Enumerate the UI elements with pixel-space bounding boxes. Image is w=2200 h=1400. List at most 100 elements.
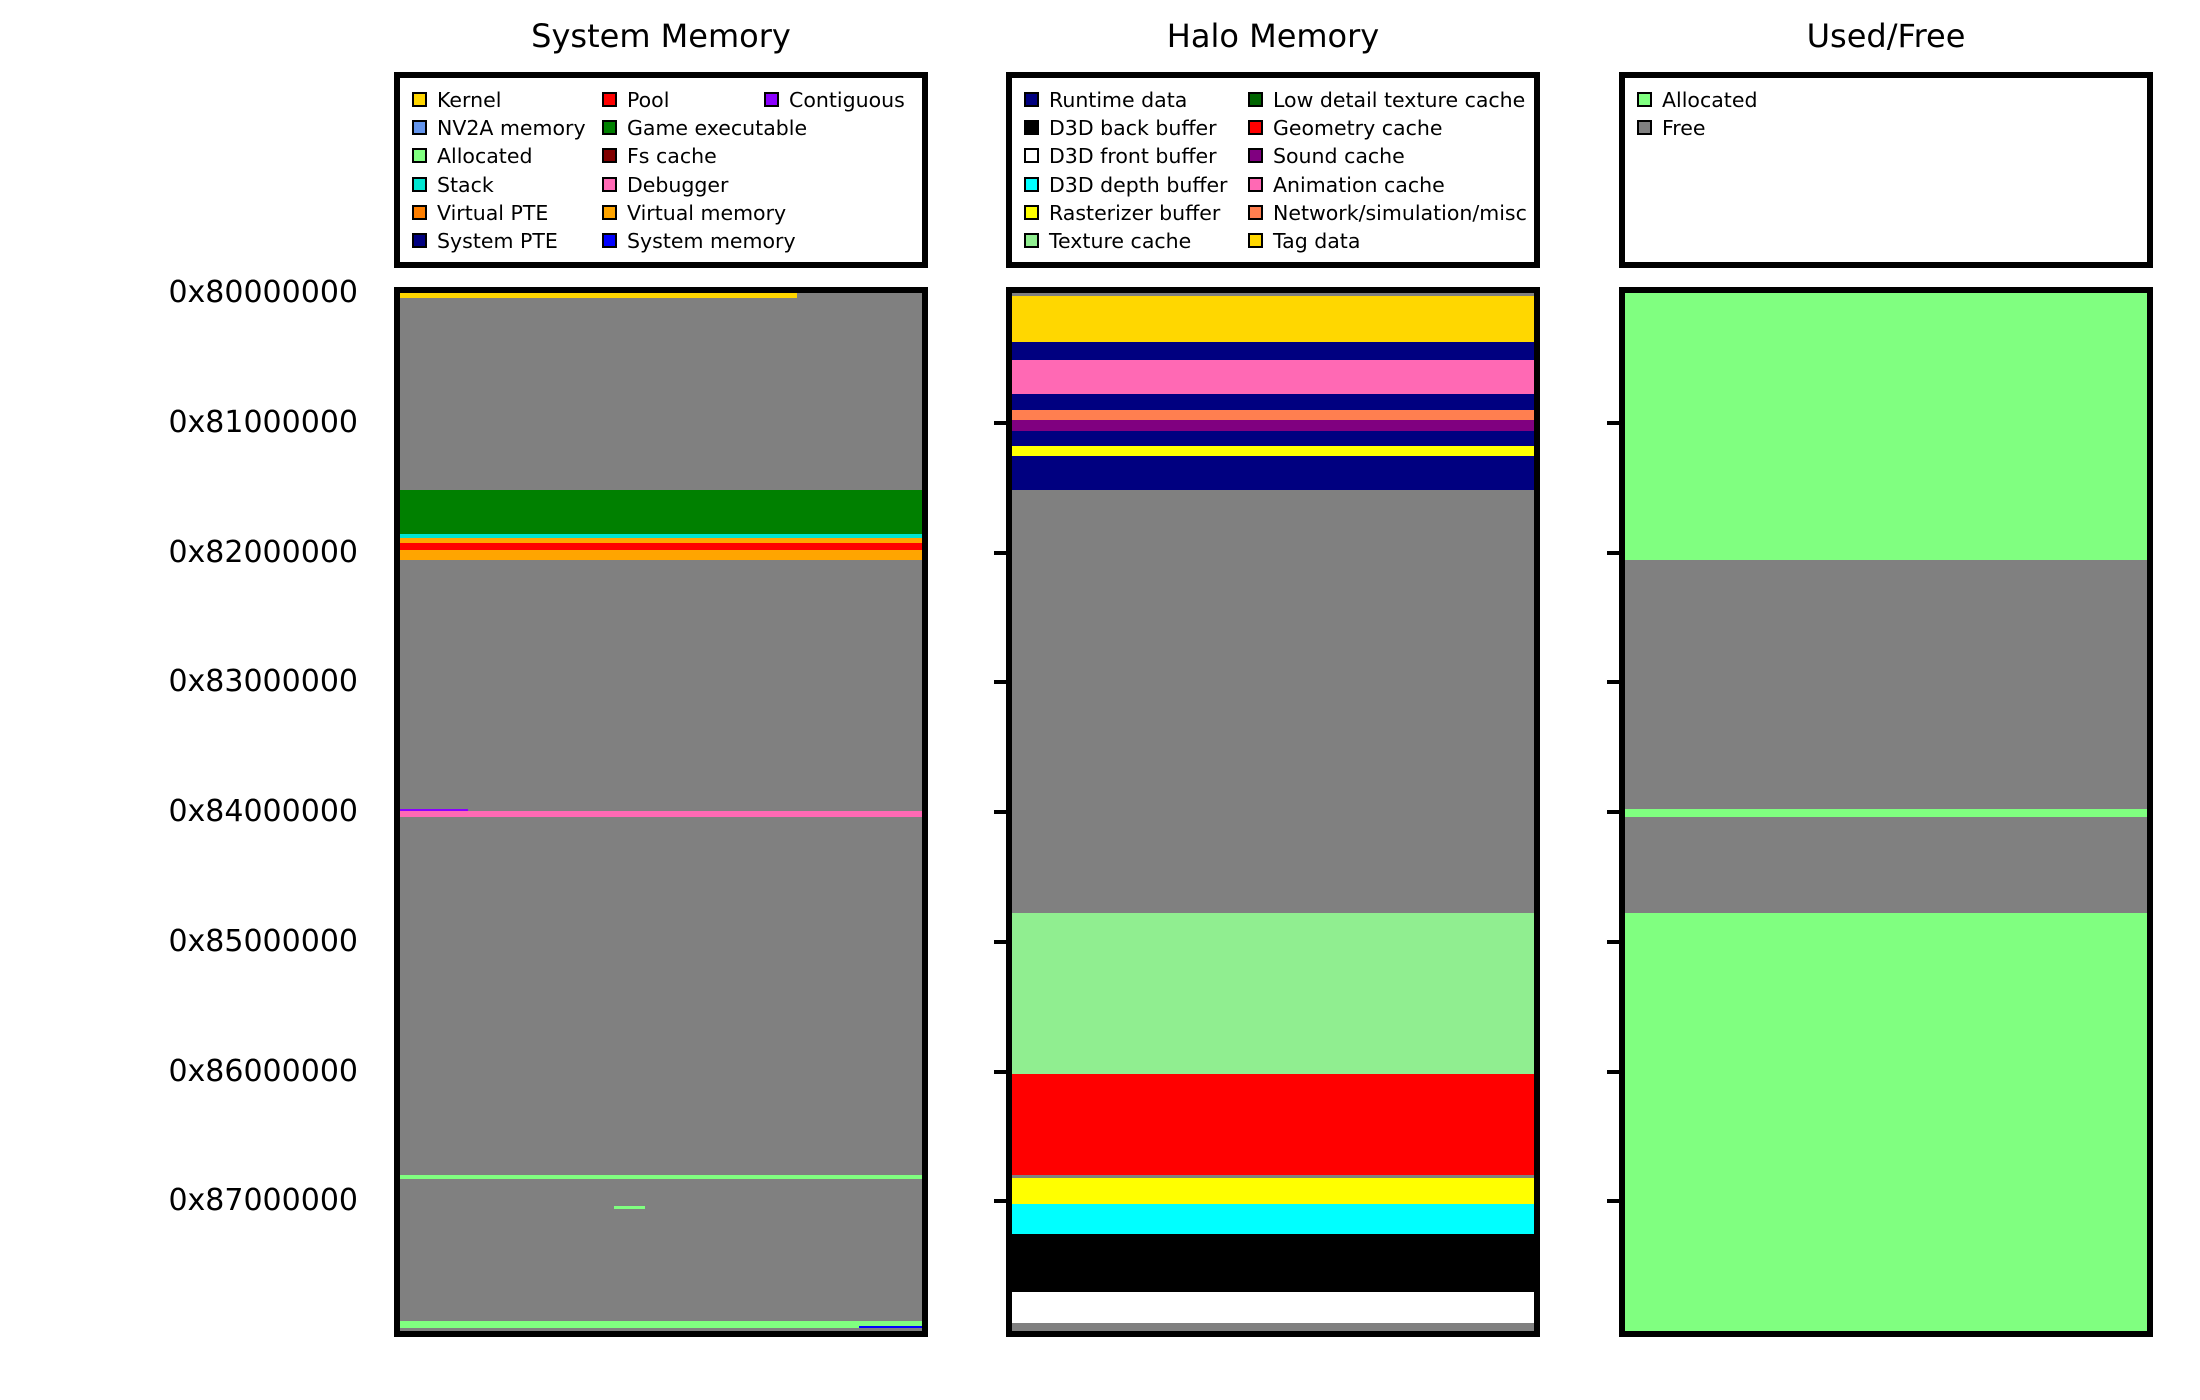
legend-swatch bbox=[1637, 120, 1652, 136]
y-tick-label: 0x82000000 bbox=[168, 534, 358, 570]
legend-swatch bbox=[412, 204, 427, 220]
legend-swatch bbox=[1024, 204, 1039, 220]
legend-label: D3D back buffer bbox=[1049, 116, 1217, 141]
memory-region bbox=[400, 293, 797, 298]
legend-label: Tag data bbox=[1273, 229, 1361, 253]
memory-region bbox=[1012, 913, 1534, 1075]
legend-item: Fs cache bbox=[602, 142, 717, 170]
legend-swatch bbox=[1024, 176, 1039, 192]
legend-item: Texture cache bbox=[1024, 227, 1191, 255]
y-tick bbox=[1607, 939, 1619, 944]
legend-label: Sound cache bbox=[1273, 144, 1405, 169]
legend-item: Allocated bbox=[1637, 86, 1757, 114]
memory-region bbox=[614, 1206, 646, 1210]
legend-swatch bbox=[412, 176, 427, 192]
y-tick bbox=[994, 550, 1006, 555]
legend-item: Pool bbox=[602, 86, 669, 114]
memory-region bbox=[1012, 446, 1534, 457]
y-tick bbox=[994, 680, 1006, 685]
y-tick bbox=[1607, 550, 1619, 555]
memory-region bbox=[1012, 409, 1534, 421]
legend-item: Low detail texture cache bbox=[1248, 86, 1525, 114]
memory-map-halo bbox=[1006, 287, 1540, 1337]
legend-label: Contiguous bbox=[789, 88, 905, 112]
memory-region bbox=[1012, 1177, 1534, 1204]
legend-swatch bbox=[602, 233, 617, 248]
legend-label: System PTE bbox=[437, 229, 558, 253]
y-tick-label: 0x86000000 bbox=[168, 1053, 358, 1089]
legend-swatch bbox=[1637, 92, 1652, 107]
legend-swatch bbox=[1024, 148, 1039, 164]
legend-item: Allocated bbox=[412, 142, 532, 170]
legend-item: System PTE bbox=[412, 227, 558, 255]
legend-label: Network/simulation/misc bbox=[1273, 200, 1527, 225]
y-tick-label: 0x83000000 bbox=[168, 664, 358, 700]
panel-title-system-memory: System Memory bbox=[531, 17, 791, 55]
legend-swatch bbox=[412, 120, 427, 136]
legend-item: Kernel bbox=[412, 86, 501, 114]
legend-swatch bbox=[1248, 120, 1263, 136]
memory-region bbox=[1012, 1203, 1534, 1234]
legend-swatch bbox=[1248, 233, 1263, 248]
memory-region bbox=[1012, 394, 1534, 410]
memory-region bbox=[400, 490, 922, 535]
memory-region bbox=[1012, 1292, 1534, 1324]
legend-label: NV2A memory bbox=[437, 116, 586, 141]
legend-item: Stack bbox=[412, 171, 494, 199]
legend-swatch bbox=[412, 148, 427, 164]
legend-label: Allocated bbox=[1662, 88, 1758, 112]
legend-item: Debugger bbox=[602, 171, 728, 199]
legend-swatch bbox=[1248, 148, 1263, 164]
legend-label: Animation cache bbox=[1273, 172, 1445, 197]
y-tick bbox=[1607, 1069, 1619, 1074]
legend-label: D3D depth buffer bbox=[1049, 172, 1228, 197]
legend-label: Geometry cache bbox=[1273, 116, 1443, 141]
y-tick bbox=[994, 810, 1006, 814]
memory-region bbox=[1012, 342, 1534, 361]
y-tick-label: 0x85000000 bbox=[168, 923, 358, 959]
legend-swatch bbox=[412, 233, 427, 248]
y-tick bbox=[994, 1069, 1006, 1074]
legend-swatch bbox=[764, 92, 779, 107]
memory-region bbox=[859, 1325, 922, 1329]
legend-item: Network/simulation/misc bbox=[1248, 199, 1527, 227]
legend-swatch bbox=[602, 92, 617, 107]
legend-label: Texture cache bbox=[1049, 229, 1192, 253]
y-tick bbox=[994, 420, 1006, 425]
legend-swatch bbox=[602, 148, 617, 164]
memory-map-used-free bbox=[1619, 287, 2153, 1337]
legend-item: Contiguous bbox=[764, 86, 905, 114]
legend-swatch bbox=[1248, 204, 1263, 220]
legend-label: System memory bbox=[627, 229, 796, 253]
legend-label: Rasterizer buffer bbox=[1049, 200, 1221, 225]
legend-label: Kernel bbox=[437, 88, 502, 112]
memory-region bbox=[1012, 456, 1534, 491]
legend-item: Virtual memory bbox=[602, 199, 786, 227]
legend-item: Game executable bbox=[602, 114, 807, 142]
memory-region bbox=[400, 810, 922, 818]
y-tick bbox=[1607, 420, 1619, 425]
memory-region bbox=[400, 534, 922, 539]
legend-swatch bbox=[602, 176, 617, 192]
legend-label: Runtime data bbox=[1049, 88, 1188, 112]
legend-item: System memory bbox=[602, 227, 796, 255]
y-tick bbox=[994, 939, 1006, 944]
legend-swatch bbox=[1024, 233, 1039, 248]
memory-region bbox=[400, 549, 922, 561]
legend-used-free: Allocated Free bbox=[1619, 72, 2153, 268]
memory-region bbox=[400, 1175, 922, 1180]
memory-region bbox=[400, 538, 922, 544]
y-tick bbox=[1607, 1199, 1619, 1204]
panel-title-used-free: Used/Free bbox=[1806, 17, 1966, 55]
memory-region bbox=[1012, 420, 1534, 431]
legend-item: Sound cache bbox=[1248, 142, 1405, 170]
memory-region bbox=[400, 543, 922, 550]
legend-item: Tag data bbox=[1248, 227, 1360, 255]
legend-swatch bbox=[602, 204, 617, 220]
legend-item: D3D depth buffer bbox=[1024, 171, 1227, 199]
legend-halo-memory: Runtime data D3D back buffer D3D front buf… bbox=[1006, 72, 1540, 268]
y-tick bbox=[1607, 680, 1619, 685]
legend-item: Animation cache bbox=[1248, 171, 1445, 199]
legend-label: Stack bbox=[437, 172, 494, 197]
y-tick-label: 0x80000000 bbox=[168, 275, 358, 310]
